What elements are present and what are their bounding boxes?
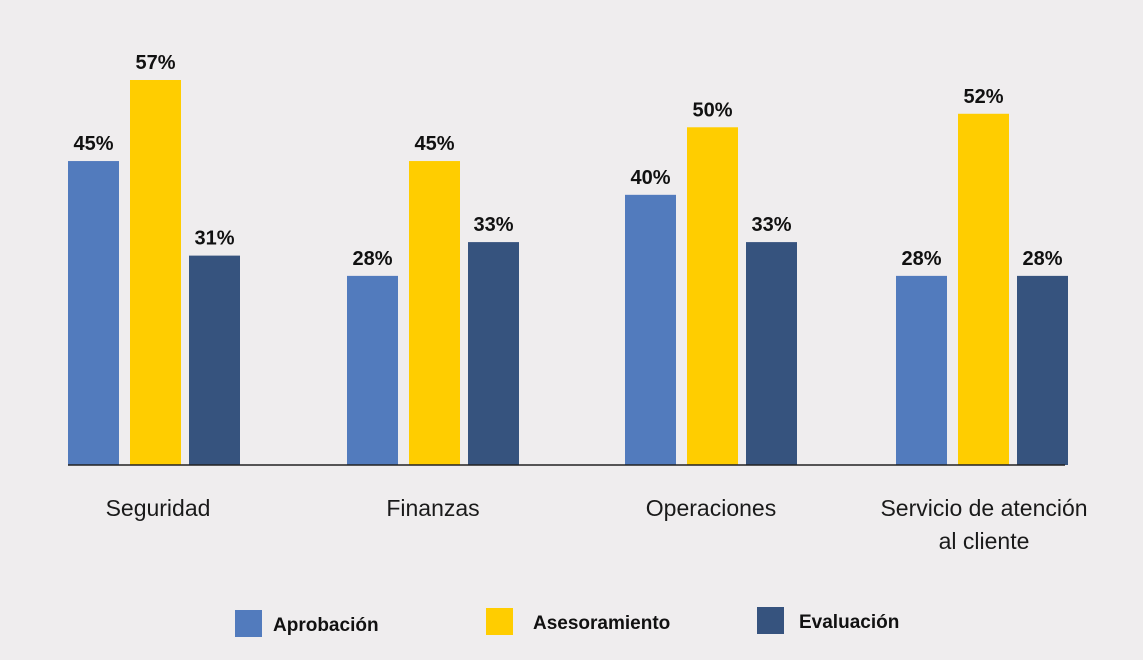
data-label: 50% <box>692 99 732 121</box>
legend-swatch <box>235 610 262 637</box>
bar-evaluación <box>746 242 797 465</box>
legend-label: Evaluación <box>799 612 899 633</box>
bar-asesoramiento <box>130 80 181 465</box>
bar-aprobación <box>347 275 398 465</box>
legend-swatch <box>757 607 784 634</box>
data-label: 33% <box>751 214 791 236</box>
bar-aprobación <box>68 161 119 466</box>
data-label: 45% <box>414 133 454 155</box>
legend-label: Aprobación <box>273 615 379 636</box>
legend-label: Asesoramiento <box>533 613 670 634</box>
bar-evaluación <box>189 255 240 465</box>
bar-asesoramiento <box>958 113 1009 466</box>
data-label: 31% <box>194 228 234 250</box>
data-label: 45% <box>73 133 113 155</box>
bar-asesoramiento <box>409 161 460 466</box>
data-label: 57% <box>135 52 175 74</box>
category-label: al cliente <box>939 528 1030 554</box>
category-label: Seguridad <box>106 495 211 521</box>
data-label: 28% <box>352 248 392 270</box>
data-label: 52% <box>963 86 1003 108</box>
bar-aprobación <box>896 275 947 465</box>
bar-evaluación <box>468 242 519 465</box>
legend-swatch <box>486 608 513 635</box>
data-label: 28% <box>901 248 941 270</box>
category-label: Operaciones <box>646 495 776 521</box>
category-label: Finanzas <box>386 495 479 521</box>
bar-evaluación <box>1017 275 1068 465</box>
bar-aprobación <box>625 194 676 465</box>
bar-asesoramiento <box>687 127 738 465</box>
data-label: 33% <box>473 214 513 236</box>
data-label: 28% <box>1022 248 1062 270</box>
category-label: Servicio de atención <box>880 495 1087 521</box>
data-label: 40% <box>630 167 670 189</box>
